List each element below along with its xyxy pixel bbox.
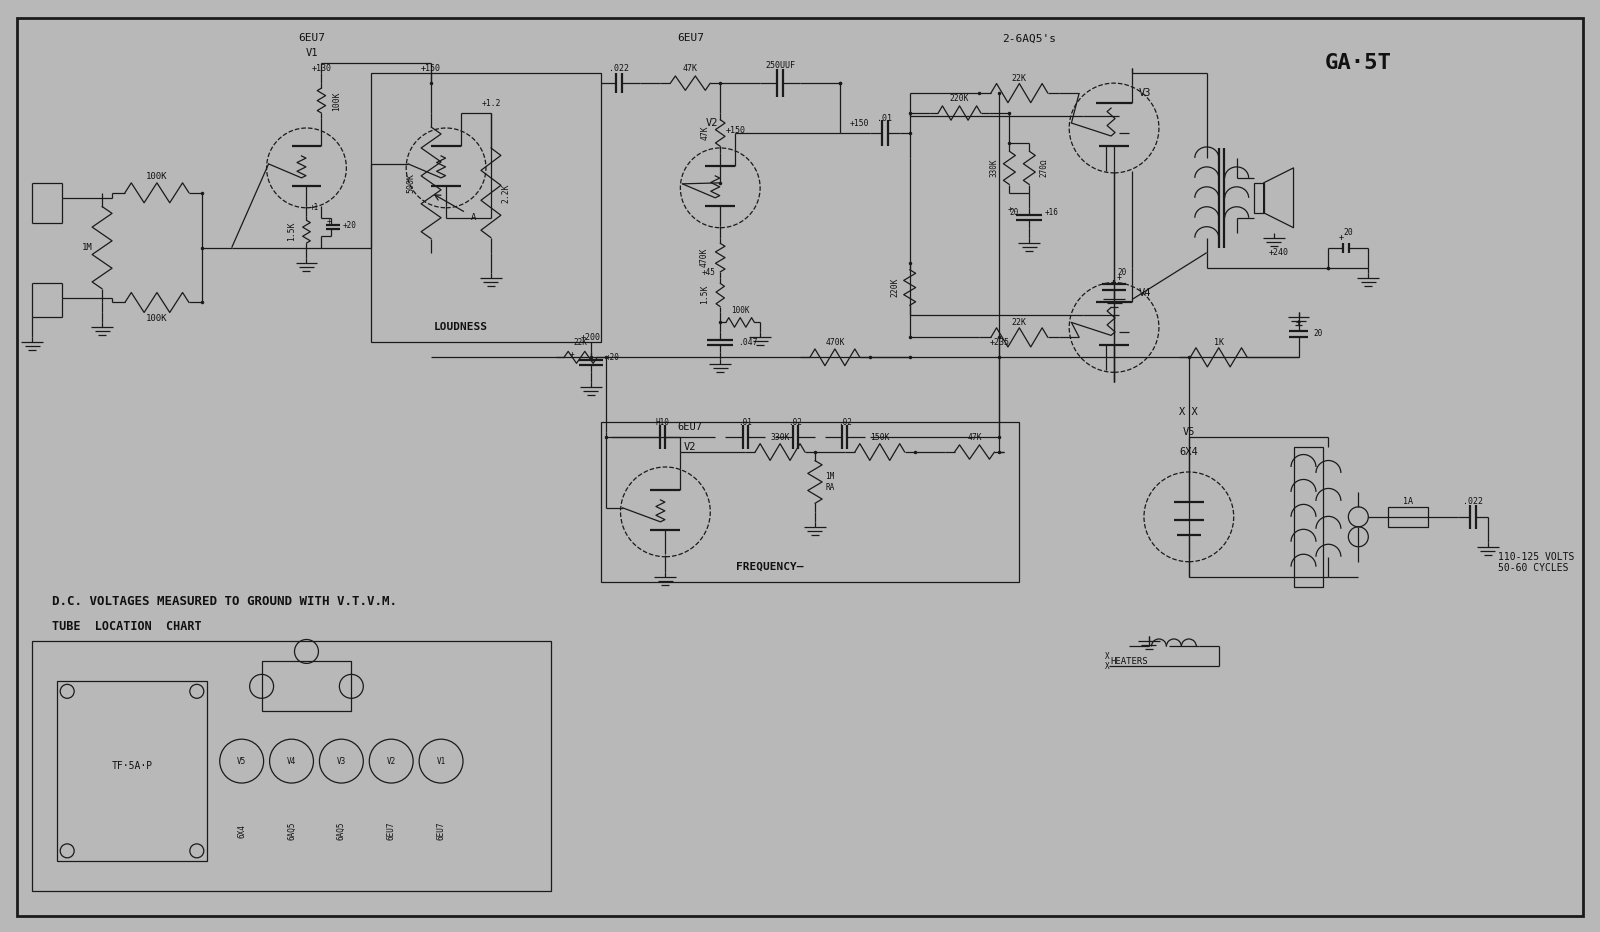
Text: 20: 20: [1117, 268, 1126, 277]
Text: D.C. VOLTAGES MEASURED TO GROUND WITH V.T.V.M.: D.C. VOLTAGES MEASURED TO GROUND WITH V.…: [53, 596, 397, 608]
Text: +: +: [570, 350, 574, 359]
Text: V4: V4: [1139, 287, 1152, 297]
Text: 220K: 220K: [890, 278, 899, 297]
Text: +240: +240: [1269, 248, 1288, 257]
Text: +16: +16: [1045, 208, 1058, 217]
Bar: [1254, 183, 1264, 212]
Text: .047: .047: [738, 338, 758, 347]
Text: V2: V2: [387, 757, 395, 765]
Text: 100K: 100K: [146, 314, 168, 323]
Text: 1A: 1A: [1403, 498, 1413, 506]
Text: 110-125 VOLTS
50-60 CYCLES: 110-125 VOLTS 50-60 CYCLES: [1498, 552, 1574, 573]
Text: .022: .022: [1462, 498, 1483, 506]
Bar: [1389, 507, 1429, 527]
Text: V1: V1: [306, 48, 318, 58]
Text: 20: 20: [1010, 208, 1019, 217]
Text: 150K: 150K: [870, 432, 890, 442]
Text: V5: V5: [1182, 427, 1195, 437]
Text: +1: +1: [309, 203, 318, 212]
Text: 47K: 47K: [683, 63, 698, 73]
Text: 330K: 330K: [770, 432, 790, 442]
Text: 1.5K: 1.5K: [699, 285, 709, 304]
Text: 100K: 100K: [146, 171, 168, 181]
Text: 6EU7: 6EU7: [678, 422, 702, 432]
Text: 6AQ5: 6AQ5: [338, 822, 346, 840]
Text: +45: +45: [701, 268, 715, 277]
Bar: [32, 641, 550, 891]
Text: GA·5T: GA·5T: [1325, 53, 1392, 74]
Text: .01: .01: [738, 418, 752, 427]
Text: 47K: 47K: [966, 432, 982, 442]
Text: +150: +150: [850, 118, 869, 128]
Text: +130: +130: [312, 63, 331, 73]
Text: +235: +235: [989, 338, 1010, 347]
Text: V4: V4: [286, 757, 296, 765]
Text: 100K: 100K: [331, 91, 341, 111]
Text: TUBE  LOCATION  CHART: TUBE LOCATION CHART: [53, 620, 202, 633]
Text: 6EU7: 6EU7: [387, 822, 395, 840]
Text: 1M: 1M: [82, 243, 93, 253]
Text: 22K: 22K: [574, 338, 587, 347]
Text: 250UUF: 250UUF: [765, 61, 795, 70]
Bar: [262, 662, 352, 711]
Text: A: A: [470, 213, 477, 222]
Text: 2.2K: 2.2K: [501, 183, 510, 202]
Text: FREQUENCY—: FREQUENCY—: [736, 562, 803, 571]
Text: 6X4: 6X4: [237, 824, 246, 838]
Text: +20: +20: [605, 353, 619, 362]
Text: 20: 20: [1314, 329, 1323, 338]
Text: V5: V5: [237, 757, 246, 765]
Text: 6EU7: 6EU7: [298, 34, 325, 43]
Text: V3: V3: [1139, 89, 1152, 98]
Text: 1M
RA: 1M RA: [826, 473, 835, 492]
Text: 2-6AQ5's: 2-6AQ5's: [1002, 34, 1056, 43]
Text: 6EU7: 6EU7: [437, 822, 445, 840]
Text: LOUDNESS: LOUDNESS: [434, 322, 488, 333]
Text: 6AQ5: 6AQ5: [286, 822, 296, 840]
Text: 6X4: 6X4: [1179, 447, 1198, 457]
Text: V2: V2: [685, 442, 696, 452]
Text: X: X: [1104, 651, 1109, 661]
Text: 22K: 22K: [1011, 74, 1027, 83]
Text: V2: V2: [706, 118, 718, 128]
Text: .022: .022: [608, 63, 629, 73]
Text: 6EU7: 6EU7: [677, 34, 704, 43]
Text: TF·5A·P: TF·5A·P: [112, 761, 152, 771]
Text: 270Ω: 270Ω: [1040, 158, 1048, 177]
Text: .02: .02: [838, 418, 851, 427]
Text: 470K: 470K: [826, 338, 845, 347]
Text: 100K: 100K: [731, 306, 749, 315]
Text: .02: .02: [789, 418, 802, 427]
Text: X X: X X: [1179, 407, 1198, 418]
Text: +: +: [326, 217, 331, 226]
Text: 1K: 1K: [1214, 338, 1224, 347]
Text: V1: V1: [437, 757, 446, 765]
Bar: [371, 74, 600, 342]
Text: +: +: [1008, 205, 1013, 214]
Text: 470K: 470K: [699, 248, 709, 267]
Text: +20: +20: [342, 221, 357, 230]
Bar: [600, 422, 1019, 582]
Text: .01: .01: [877, 114, 893, 122]
Text: 500K: 500K: [406, 172, 416, 193]
Text: 47K: 47K: [701, 126, 710, 141]
Text: 20: 20: [1344, 228, 1354, 238]
Text: +: +: [1117, 273, 1122, 282]
Text: H10: H10: [656, 418, 670, 427]
Text: +: +: [1296, 318, 1301, 327]
Text: 1.5K: 1.5K: [286, 222, 296, 241]
Text: V3: V3: [336, 757, 346, 765]
Text: +150: +150: [725, 126, 746, 134]
Text: +150: +150: [421, 63, 442, 73]
Text: +200: +200: [581, 333, 600, 342]
Bar: [1293, 447, 1323, 586]
Text: HEATERS: HEATERS: [1110, 657, 1147, 666]
Bar: [58, 681, 206, 861]
Text: 220K: 220K: [950, 93, 970, 103]
Text: X: X: [1104, 662, 1109, 671]
Text: +1.2: +1.2: [482, 99, 501, 107]
Text: +: +: [1339, 233, 1344, 242]
Text: 330K: 330K: [990, 158, 998, 177]
Text: 22K: 22K: [1011, 318, 1027, 327]
